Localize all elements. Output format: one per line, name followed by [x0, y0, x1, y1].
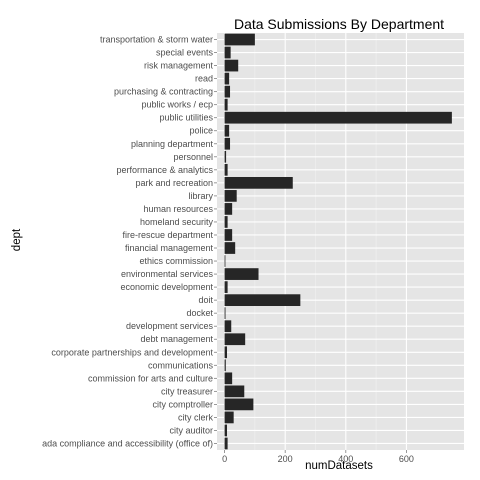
category-label: communications	[148, 360, 214, 370]
bar	[224, 98, 228, 111]
bar	[224, 137, 231, 150]
category-label: fire-rescue department	[122, 230, 213, 240]
bar	[224, 33, 255, 46]
bar	[224, 111, 452, 124]
chart-title: Data Submissions By Department	[234, 16, 444, 32]
bar	[224, 398, 254, 411]
bar	[224, 320, 232, 333]
plot-panel	[217, 33, 464, 450]
category-label: park and recreation	[135, 178, 213, 188]
category-label: human resources	[143, 204, 213, 214]
bar	[224, 372, 233, 385]
bar	[224, 46, 231, 59]
bar	[224, 190, 237, 202]
bar	[224, 124, 230, 137]
category-label: city auditor	[169, 425, 213, 435]
category-label: city clerk	[178, 412, 214, 422]
category-label: docket	[186, 308, 213, 318]
category-label: risk management	[144, 61, 214, 71]
category-label: public utilities	[159, 113, 213, 123]
y-axis-title: dept	[11, 228, 23, 251]
bar	[224, 85, 231, 98]
category-label: special events	[156, 48, 214, 58]
bar	[224, 242, 236, 254]
category-label: commission for arts and culture	[88, 373, 213, 383]
bar	[224, 424, 228, 437]
category-label: economic development	[120, 282, 213, 292]
category-label: corporate partnerships and development	[51, 347, 213, 357]
category-label: city comptroller	[152, 399, 213, 409]
category-label: read	[195, 74, 213, 84]
bar	[224, 346, 228, 359]
bar	[224, 255, 226, 267]
category-label: city treasurer	[161, 386, 213, 396]
x-tick-label: 600	[399, 454, 414, 464]
x-axis-title: numDatasets	[305, 460, 373, 472]
x-tick-label: 200	[278, 454, 293, 464]
category-label: public works / ecp	[141, 100, 213, 110]
x-tick-label: 400	[338, 454, 353, 464]
bar	[224, 307, 226, 320]
category-label: police	[189, 126, 213, 136]
bar	[224, 163, 228, 176]
category-label: personnel	[173, 152, 213, 162]
bar	[224, 333, 246, 346]
bar	[224, 176, 293, 189]
bar	[224, 411, 234, 424]
bar	[224, 216, 228, 228]
category-label: transportation & storm water	[100, 35, 213, 45]
bar	[224, 229, 233, 241]
bar	[224, 72, 230, 85]
bar	[224, 437, 228, 450]
category-label: environmental services	[121, 269, 214, 279]
bar	[224, 150, 227, 163]
bar	[224, 268, 259, 280]
bar	[224, 294, 301, 307]
category-label: development services	[126, 321, 214, 331]
bar	[224, 203, 233, 215]
category-label: performance & analytics	[116, 165, 213, 175]
category-label: planning department	[131, 139, 214, 149]
category-label: financial management	[125, 243, 214, 253]
category-label: debt management	[140, 334, 213, 344]
bars	[224, 33, 452, 450]
x-tick-label: 0	[222, 454, 227, 464]
bar	[224, 59, 239, 72]
category-label: library	[188, 191, 213, 201]
bar	[224, 281, 228, 293]
category-label: ethics commission	[139, 256, 213, 266]
category-label: homeland security	[140, 217, 214, 227]
bar	[224, 385, 245, 398]
category-label: doit	[198, 295, 213, 305]
x-tick-labels: 0 200 400 600	[222, 450, 414, 464]
category-labels: transportation & storm water special even…	[42, 35, 217, 448]
category-label: ada compliance and accessibility (office…	[42, 438, 213, 448]
bar	[224, 359, 226, 372]
category-label: purchasing & contracting	[114, 87, 213, 97]
